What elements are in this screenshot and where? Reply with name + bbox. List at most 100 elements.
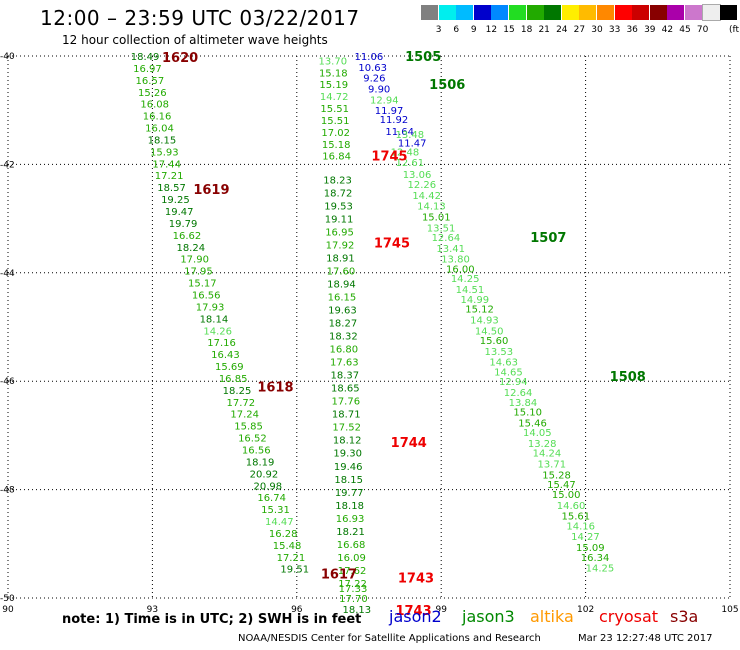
x-tick-label: 90 [2, 605, 14, 615]
swh-value: 13.51 [427, 223, 456, 234]
scale-label: 24 [556, 25, 568, 35]
legend-s3a: s3a [670, 607, 699, 626]
scale-label: 33 [608, 25, 621, 35]
scale-swatch [597, 5, 614, 20]
swh-value: 16.08 [140, 100, 169, 111]
swh-value: 18.72 [324, 189, 353, 200]
swh-value: 18.49 [131, 52, 160, 63]
y-tick-label: -44 [0, 269, 15, 279]
swh-value: 18.94 [327, 280, 356, 291]
scale-swatch [632, 5, 650, 20]
swh-value: 18.21 [336, 527, 365, 538]
swh-value: 17.44 [152, 159, 181, 170]
swh-value: 15.48 [273, 541, 302, 552]
swh-value: 16.95 [325, 228, 354, 239]
swh-value: 16.84 [322, 152, 351, 163]
x-tick-label: 102 [577, 605, 594, 615]
footer-timestamp: Mar 23 12:27:48 UTC 2017 [578, 633, 713, 644]
swh-value: 12.94 [370, 95, 399, 106]
swh-value: 13.06 [403, 170, 432, 181]
swh-value: 17.33 [339, 584, 368, 595]
swh-value: 11.97 [375, 106, 404, 117]
swh-value: 18.13 [343, 605, 372, 616]
swh-value: 18.65 [331, 384, 360, 395]
swh-value: 16.68 [337, 540, 366, 551]
swh-value: 19.51 [280, 565, 309, 576]
swh-value: 16.15 [328, 293, 357, 304]
swh-value: 15.31 [261, 505, 290, 516]
swh-value: 16.80 [330, 345, 359, 356]
scale-swatch [421, 5, 438, 20]
swh-value: 16.93 [336, 514, 365, 525]
swh-value: 15.01 [422, 212, 451, 223]
swh-value: 15.18 [319, 68, 348, 79]
scale-swatch [473, 5, 491, 20]
swh-value: 16.34 [581, 553, 610, 564]
scale-swatch [649, 5, 667, 20]
pass-time-label: 1617 [321, 568, 357, 583]
scale-label: 70 [696, 25, 709, 35]
swh-value: 16.56 [242, 445, 271, 456]
y-tick-label: -50 [0, 594, 15, 604]
swh-value: 19.25 [161, 195, 190, 206]
swh-value: 18.27 [329, 319, 358, 330]
scale-label: 3 [435, 25, 442, 35]
pass-time-label: 1745 [374, 236, 410, 251]
legend-jason2: jason2 [389, 607, 442, 626]
swh-value: 15.00 [552, 490, 581, 501]
swh-value: 19.11 [325, 215, 354, 226]
chart-subtitle: 12 hour collection of altimeter wave hei… [62, 33, 328, 47]
swh-value: 13.53 [485, 347, 514, 358]
swh-value: 14.99 [460, 295, 489, 306]
swh-value: 18.37 [330, 371, 359, 382]
swh-value: 18.23 [323, 176, 352, 187]
swh-value: 15.10 [513, 408, 542, 419]
swh-value: 16.97 [133, 64, 162, 75]
note-text: note: 1) Time is in UTC; 2) SWH is in fe… [62, 612, 362, 627]
swh-value: 15.47 [547, 480, 576, 491]
scale-swatch [614, 5, 632, 20]
scale-swatch [720, 5, 738, 20]
swh-value: 12.94 [499, 377, 528, 388]
scale-label: 6 [453, 25, 460, 35]
pass-time-label: 1743 [395, 604, 431, 619]
pass-time-label: 1743 [398, 571, 434, 586]
swh-value: 17.62 [338, 566, 367, 577]
swh-value: 12.64 [432, 233, 461, 244]
x-tick-label: 96 [291, 605, 303, 615]
scale-swatch [456, 5, 474, 20]
scale-swatch [509, 5, 526, 20]
swh-value: 14.13 [417, 202, 446, 213]
scale-swatch [544, 5, 562, 20]
swh-value: 17.52 [332, 423, 361, 434]
swh-value: 13.71 [537, 460, 566, 471]
swh-value: 17.21 [277, 553, 306, 564]
swh-value: 15.19 [319, 80, 348, 91]
swh-value: 14.60 [557, 501, 586, 512]
swh-value: 18.14 [200, 314, 229, 325]
x-tick-label: 99 [435, 605, 447, 615]
swh-value: 16.43 [211, 350, 240, 361]
swh-value: 14.47 [265, 517, 294, 528]
swh-value: 17.60 [327, 267, 356, 278]
swh-value: 12.26 [408, 180, 437, 191]
pass-time-label: 1619 [193, 183, 229, 198]
y-tick-label: -48 [0, 486, 15, 496]
swh-value: 16.52 [238, 434, 267, 445]
scale-label: 18 [520, 25, 533, 35]
swh-value: 18.25 [223, 386, 252, 397]
chart-title: 12:00 – 23:59 UTC 03/22/2017 [40, 6, 360, 30]
swh-value: 14.42 [412, 191, 441, 202]
swh-value: 18.15 [148, 135, 177, 146]
y-tick-label: -46 [0, 377, 15, 387]
swh-value: 14.26 [203, 326, 232, 337]
swh-value: 18.91 [326, 254, 355, 265]
swh-value: 10.63 [358, 63, 387, 74]
swh-value: 14.65 [494, 367, 523, 378]
swh-value: 17.24 [230, 410, 259, 421]
swh-value: 18.15 [334, 475, 363, 486]
scale-label: 30 [591, 25, 603, 35]
swh-value: 18.18 [335, 501, 364, 512]
y-tick-label: -42 [0, 160, 15, 170]
scale-swatch [667, 5, 685, 20]
